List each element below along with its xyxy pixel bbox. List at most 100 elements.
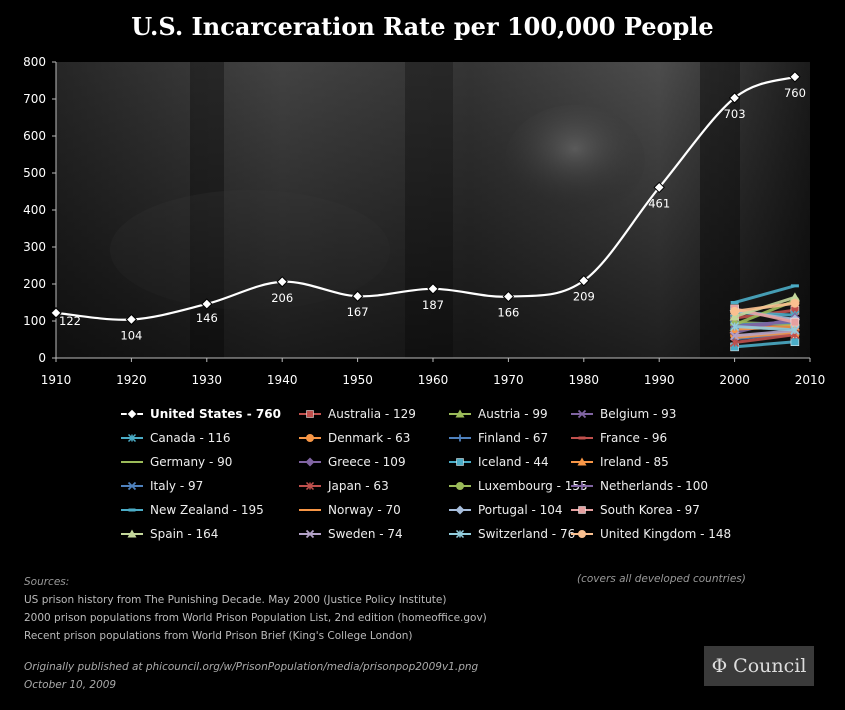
legend-marker [128, 508, 136, 512]
legend-marker [455, 505, 465, 515]
x-tick-label: 1970 [493, 373, 524, 387]
legend-marker [578, 506, 586, 514]
legend-item: Norway - 70 [298, 498, 448, 522]
us-data-label: 146 [196, 311, 218, 325]
legend-swatch [299, 410, 321, 418]
x-tick-label: 1920 [116, 373, 147, 387]
legend-swatch [121, 508, 143, 512]
y-tick-label: 0 [38, 351, 46, 365]
us-data-label: 703 [724, 107, 746, 121]
x-tick-label: 1960 [418, 373, 449, 387]
legend: United States - 760 Australia - 129 Austri… [120, 402, 760, 546]
legend-label: Portugal - 104 [478, 503, 563, 517]
published-date: October 10, 2009 [24, 679, 117, 691]
legend-item: Luxembourg - 155 [448, 474, 588, 498]
legend-item: Iceland - 44 [448, 450, 570, 474]
legend-item: France - 96 [570, 426, 730, 450]
legend-swatch [571, 530, 593, 538]
legend-swatch [449, 434, 471, 442]
legend-label: Sweden - 74 [328, 527, 403, 541]
legend-label: Austria - 99 [478, 407, 548, 421]
legend-swatch [449, 409, 471, 418]
us-data-label: 166 [497, 306, 519, 320]
legend-marker [127, 481, 137, 491]
legend-item: Denmark - 63 [298, 426, 448, 450]
us-point [578, 274, 590, 287]
legend-swatch [571, 506, 593, 514]
legend-swatch [121, 461, 143, 463]
chart: 0 100 200 300 400 500 600 700 800 1910 1920 1930 194… [23, 55, 825, 387]
legend-marker [305, 529, 315, 539]
legend-label: Iceland - 44 [478, 455, 549, 469]
y-tick-label: 800 [23, 55, 46, 69]
point-iceland [790, 337, 800, 346]
legend-label: South Korea - 97 [600, 503, 700, 517]
point-united-kingdom [730, 306, 740, 316]
plot-background [56, 62, 810, 358]
series-line-new-zealand [734, 284, 796, 304]
legend-label: Belgium - 93 [600, 407, 677, 421]
publication-info: Originally published at phicouncil.org/w… [24, 658, 478, 694]
legend-label: United Kingdom - 148 [600, 527, 732, 541]
us-point [427, 283, 439, 295]
y-tick-label: 400 [23, 203, 46, 217]
point-spain [729, 311, 740, 321]
legend-item: Greece - 109 [298, 450, 448, 474]
x-tick-label: 2010 [795, 373, 826, 387]
legend-item: Canada - 116 [120, 426, 298, 450]
legend-marker [305, 457, 315, 467]
sources: Sources: US prison history from The Puni… [24, 573, 584, 645]
phi-council-logo: Φ Council [704, 646, 814, 686]
us-point [125, 313, 138, 326]
legend-swatch [299, 509, 321, 511]
legend-label: Italy - 97 [150, 479, 204, 493]
us-point [502, 290, 515, 303]
legend-marker [455, 529, 465, 539]
point-japan [730, 337, 740, 347]
legend-item: Ireland - 85 [570, 450, 730, 474]
us-point [50, 307, 62, 319]
us-data-label: 122 [59, 314, 81, 328]
legend-item: Portugal - 104 [448, 498, 570, 522]
us-data-label: 760 [784, 86, 806, 100]
legend-swatch [299, 481, 321, 491]
legend-swatch [121, 408, 143, 420]
legend-swatch [571, 457, 593, 466]
legend-marker [578, 436, 586, 440]
x-tick-label: 1950 [342, 373, 373, 387]
us-point [789, 71, 801, 83]
legend-label: United States - 760 [150, 407, 281, 421]
legend-label: Canada - 116 [150, 431, 231, 445]
legend-item: Austria - 99 [448, 402, 570, 426]
y-tick-label: 100 [23, 314, 46, 328]
legend-swatch [449, 529, 471, 539]
y-tick-label: 600 [23, 129, 46, 143]
series-line-switzerland [734, 325, 796, 332]
source-line: Recent prison populations from World Pri… [24, 630, 413, 642]
x-tick-label: 1930 [192, 373, 223, 387]
legend-label: Germany - 90 [150, 455, 233, 469]
legend-marker [456, 458, 464, 466]
legend-item: Netherlands - 100 [570, 474, 730, 498]
legend-item: United States - 760 [120, 402, 298, 426]
legend-marker [305, 481, 315, 491]
legend-item: United Kingdom - 148 [570, 522, 732, 546]
legend-label: France - 96 [600, 431, 668, 445]
legend-swatch [571, 436, 593, 440]
x-tick-label: 1910 [41, 373, 72, 387]
axes: 0 100 200 300 400 500 600 700 800 1910 1920 1930 194… [23, 55, 825, 387]
legend-label: Norway - 70 [328, 503, 401, 517]
legend-marker [127, 529, 137, 538]
legend-label: Ireland - 85 [600, 455, 669, 469]
sources-heading: Sources: [24, 576, 70, 588]
legend-item: Germany - 90 [120, 450, 298, 474]
point-new-zealand [790, 284, 799, 288]
series-line-sweden [734, 329, 796, 338]
legend-marker [455, 409, 465, 418]
legend-swatch [449, 482, 471, 490]
legend-label: Luxembourg - 155 [478, 479, 588, 493]
x-tick-label: 1940 [267, 373, 298, 387]
legend-swatch [571, 482, 593, 490]
us-series: 122 104 146 206 167 187 166 209 461 703 760 [50, 71, 806, 343]
us-point [351, 290, 364, 302]
